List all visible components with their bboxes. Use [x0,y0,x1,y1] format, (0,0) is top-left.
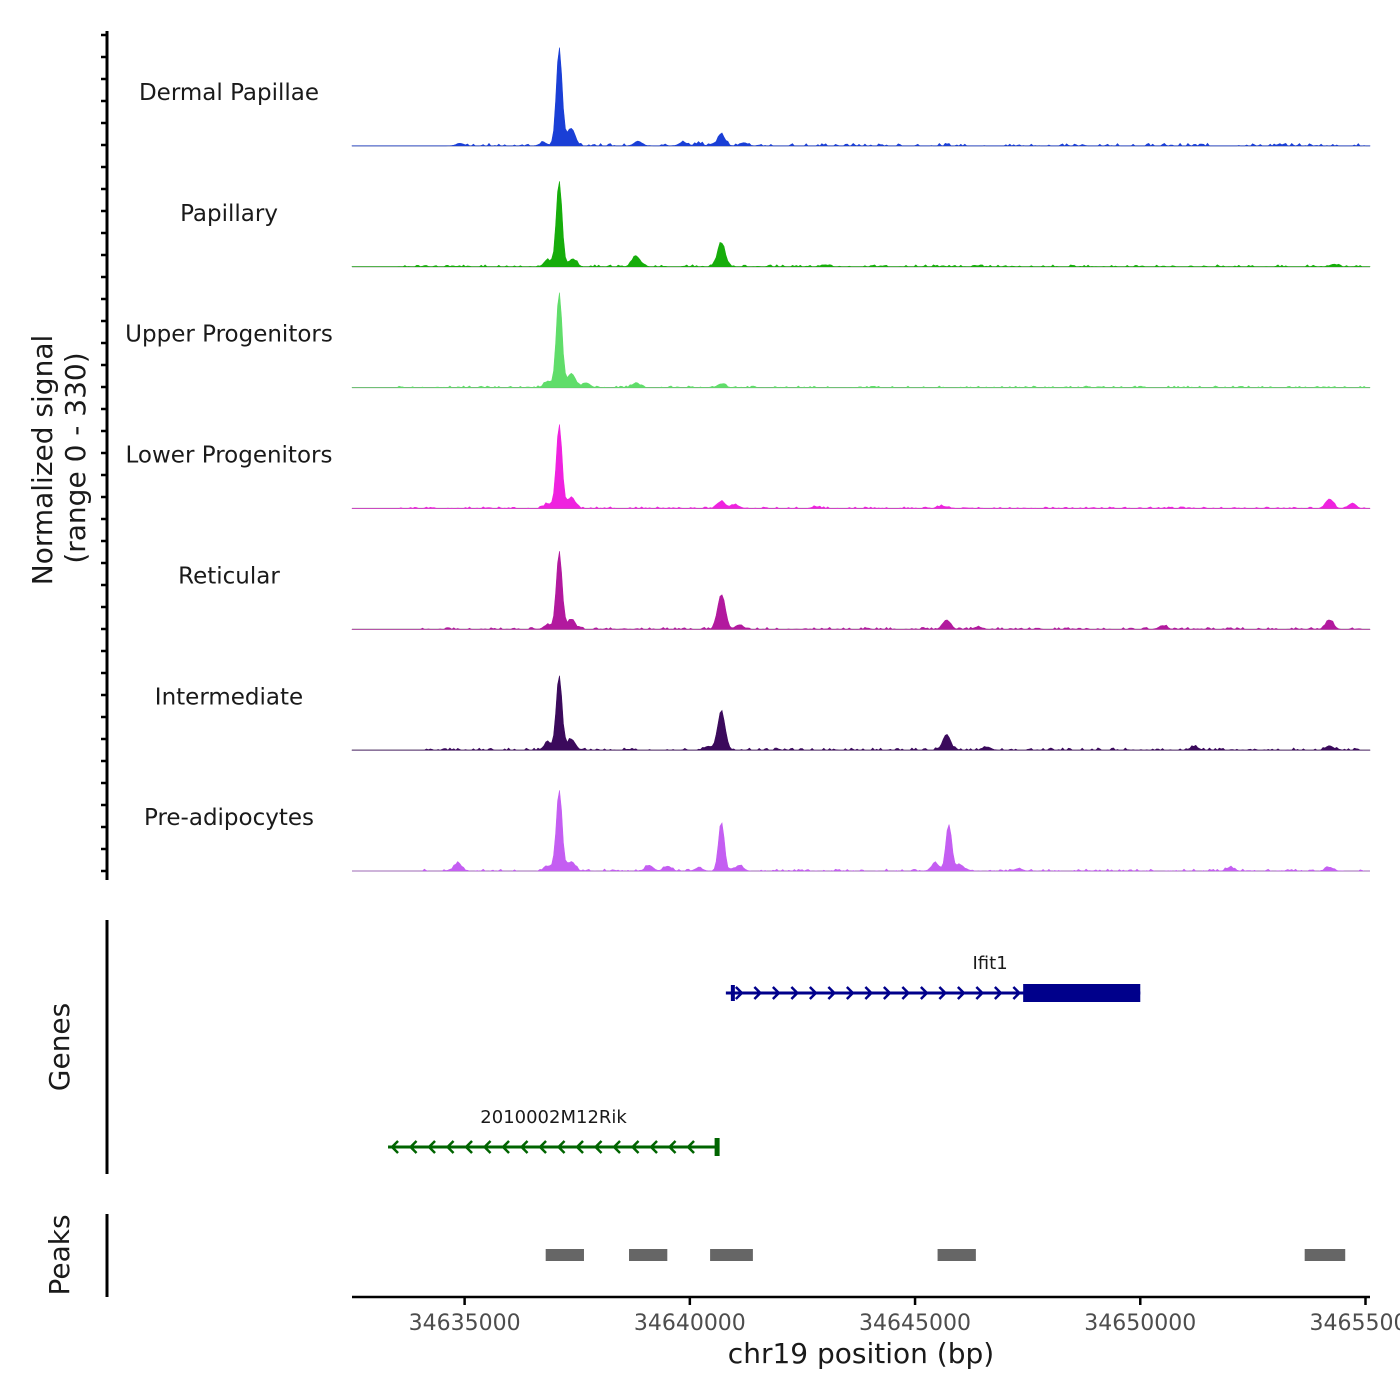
strand-chevron-icon [593,1140,603,1154]
strand-chevron-icon [808,986,818,1000]
y-axis-title: Normalized signal [26,335,59,586]
genes-track-label: Genes [43,1003,76,1091]
peaks-panel: Peaks [43,1214,1346,1297]
peak-region [1304,1249,1346,1261]
track-label: Pre-adipocytes [144,805,314,831]
strand-chevron-icon [427,1140,436,1154]
genes-panel: Genes Ifit1 2010002M12Rik [43,920,1141,1174]
coverage-area [351,47,1371,147]
strand-chevron-icon [630,1140,640,1154]
strand-chevron-icon [901,986,911,1000]
gene-models: Ifit1 2010002M12Rik [388,953,1141,1156]
x-axis-title: chr19 position (bp) [728,1337,994,1370]
strand-chevron-icon [864,986,874,1000]
strand-chevron-icon [790,986,800,1000]
track-label: Dermal Papillae [139,80,319,106]
x-ticks: 34635000 34640000 34645000 34650000 34655000 [409,1297,1400,1336]
gene-label: Ifit1 [972,953,1007,974]
strand-chevron-icon [956,986,966,1000]
x-tick-label: 34655000 [1310,1311,1400,1336]
strand-chevron-icon [919,986,929,1000]
coverage-area [351,675,1371,751]
peak-regions [545,1249,1346,1261]
strand-chevron-icon [667,1140,677,1154]
strand-chevron-icon [501,1140,510,1154]
coverage-area [351,292,1371,388]
y-axis-range: (range 0 - 330) [59,352,92,563]
track-reticular: Reticular [178,551,1371,630]
x-tick-label: 34635000 [409,1311,521,1336]
strand-chevron-icon [575,1140,584,1154]
track-dermal-papillae: Dermal Papillae [139,47,1371,147]
coverage-tracks: Dermal Papillae Papillary Upper Progenitor… [125,47,1371,872]
peak-region [710,1249,753,1261]
x-tick-label: 34645000 [859,1311,971,1336]
track-label: Lower Progenitors [126,443,333,469]
track-pre-adipocytes: Pre-adipocytes [144,790,1370,872]
signal-panel: Normalized signal (range 0 - 330) Dermal… [26,31,1371,880]
strand-chevron-icon [1012,986,1022,1000]
strand-chevron-icon [538,1140,547,1154]
coverage-area [351,181,1371,268]
x-axis: 34635000 34640000 34645000 34650000 34655000… [352,1295,1400,1370]
strand-chevron-icon [390,1140,399,1154]
coverage-area [351,551,1371,630]
gene-label: 2010002M12Rik [480,1107,627,1128]
strand-chevron-icon [734,986,744,1000]
track-intermediate: Intermediate [155,675,1371,751]
peak-region [629,1249,668,1261]
x-tick-label: 34650000 [1084,1311,1196,1336]
track-label: Intermediate [155,684,303,710]
track-label: Reticular [178,563,280,589]
strand-chevron-icon [649,1140,658,1154]
gene-2010002m12rik: 2010002M12Rik [388,1107,720,1156]
strand-chevron-icon [408,1140,418,1154]
strand-chevron-icon [975,986,985,1000]
strand-chevron-icon [845,986,855,1000]
signal-y-ticks [101,33,107,873]
strand-chevron-icon [556,1140,566,1154]
strand-chevron-icon [993,986,1003,1000]
gene-ifit1: Ifit1 [725,953,1141,1002]
track-label: Upper Progenitors [125,322,333,348]
strand-chevron-icon [686,1140,695,1154]
x-tick-label: 34640000 [634,1311,746,1336]
strand-chevron-icon [445,1140,455,1154]
peak-region [937,1249,976,1261]
strand-chevron-icon [882,986,892,1000]
strand-chevron-icon [464,1140,473,1154]
peak-region [545,1249,584,1261]
track-papillary: Papillary [180,181,1371,268]
strand-chevron-icon [482,1140,492,1154]
gene-cds [1023,984,1141,1002]
track-upper-progenitors: Upper Progenitors [125,292,1371,389]
peaks-track-label: Peaks [43,1214,76,1295]
coverage-area [352,790,1370,872]
strand-chevron-icon [827,986,837,1000]
strand-chevron-icon [612,1140,621,1154]
track-lower-progenitors: Lower Progenitors [126,424,1371,509]
coverage-area [351,424,1371,509]
gene-exon [730,985,735,1001]
strand-chevron-icon [938,986,948,1000]
track-label: Papillary [180,201,278,227]
gene-exon [714,1138,720,1156]
strand-chevron-icon [519,1140,529,1154]
strand-chevron-icon [753,986,763,1000]
strand-chevron-icon [771,986,781,1000]
